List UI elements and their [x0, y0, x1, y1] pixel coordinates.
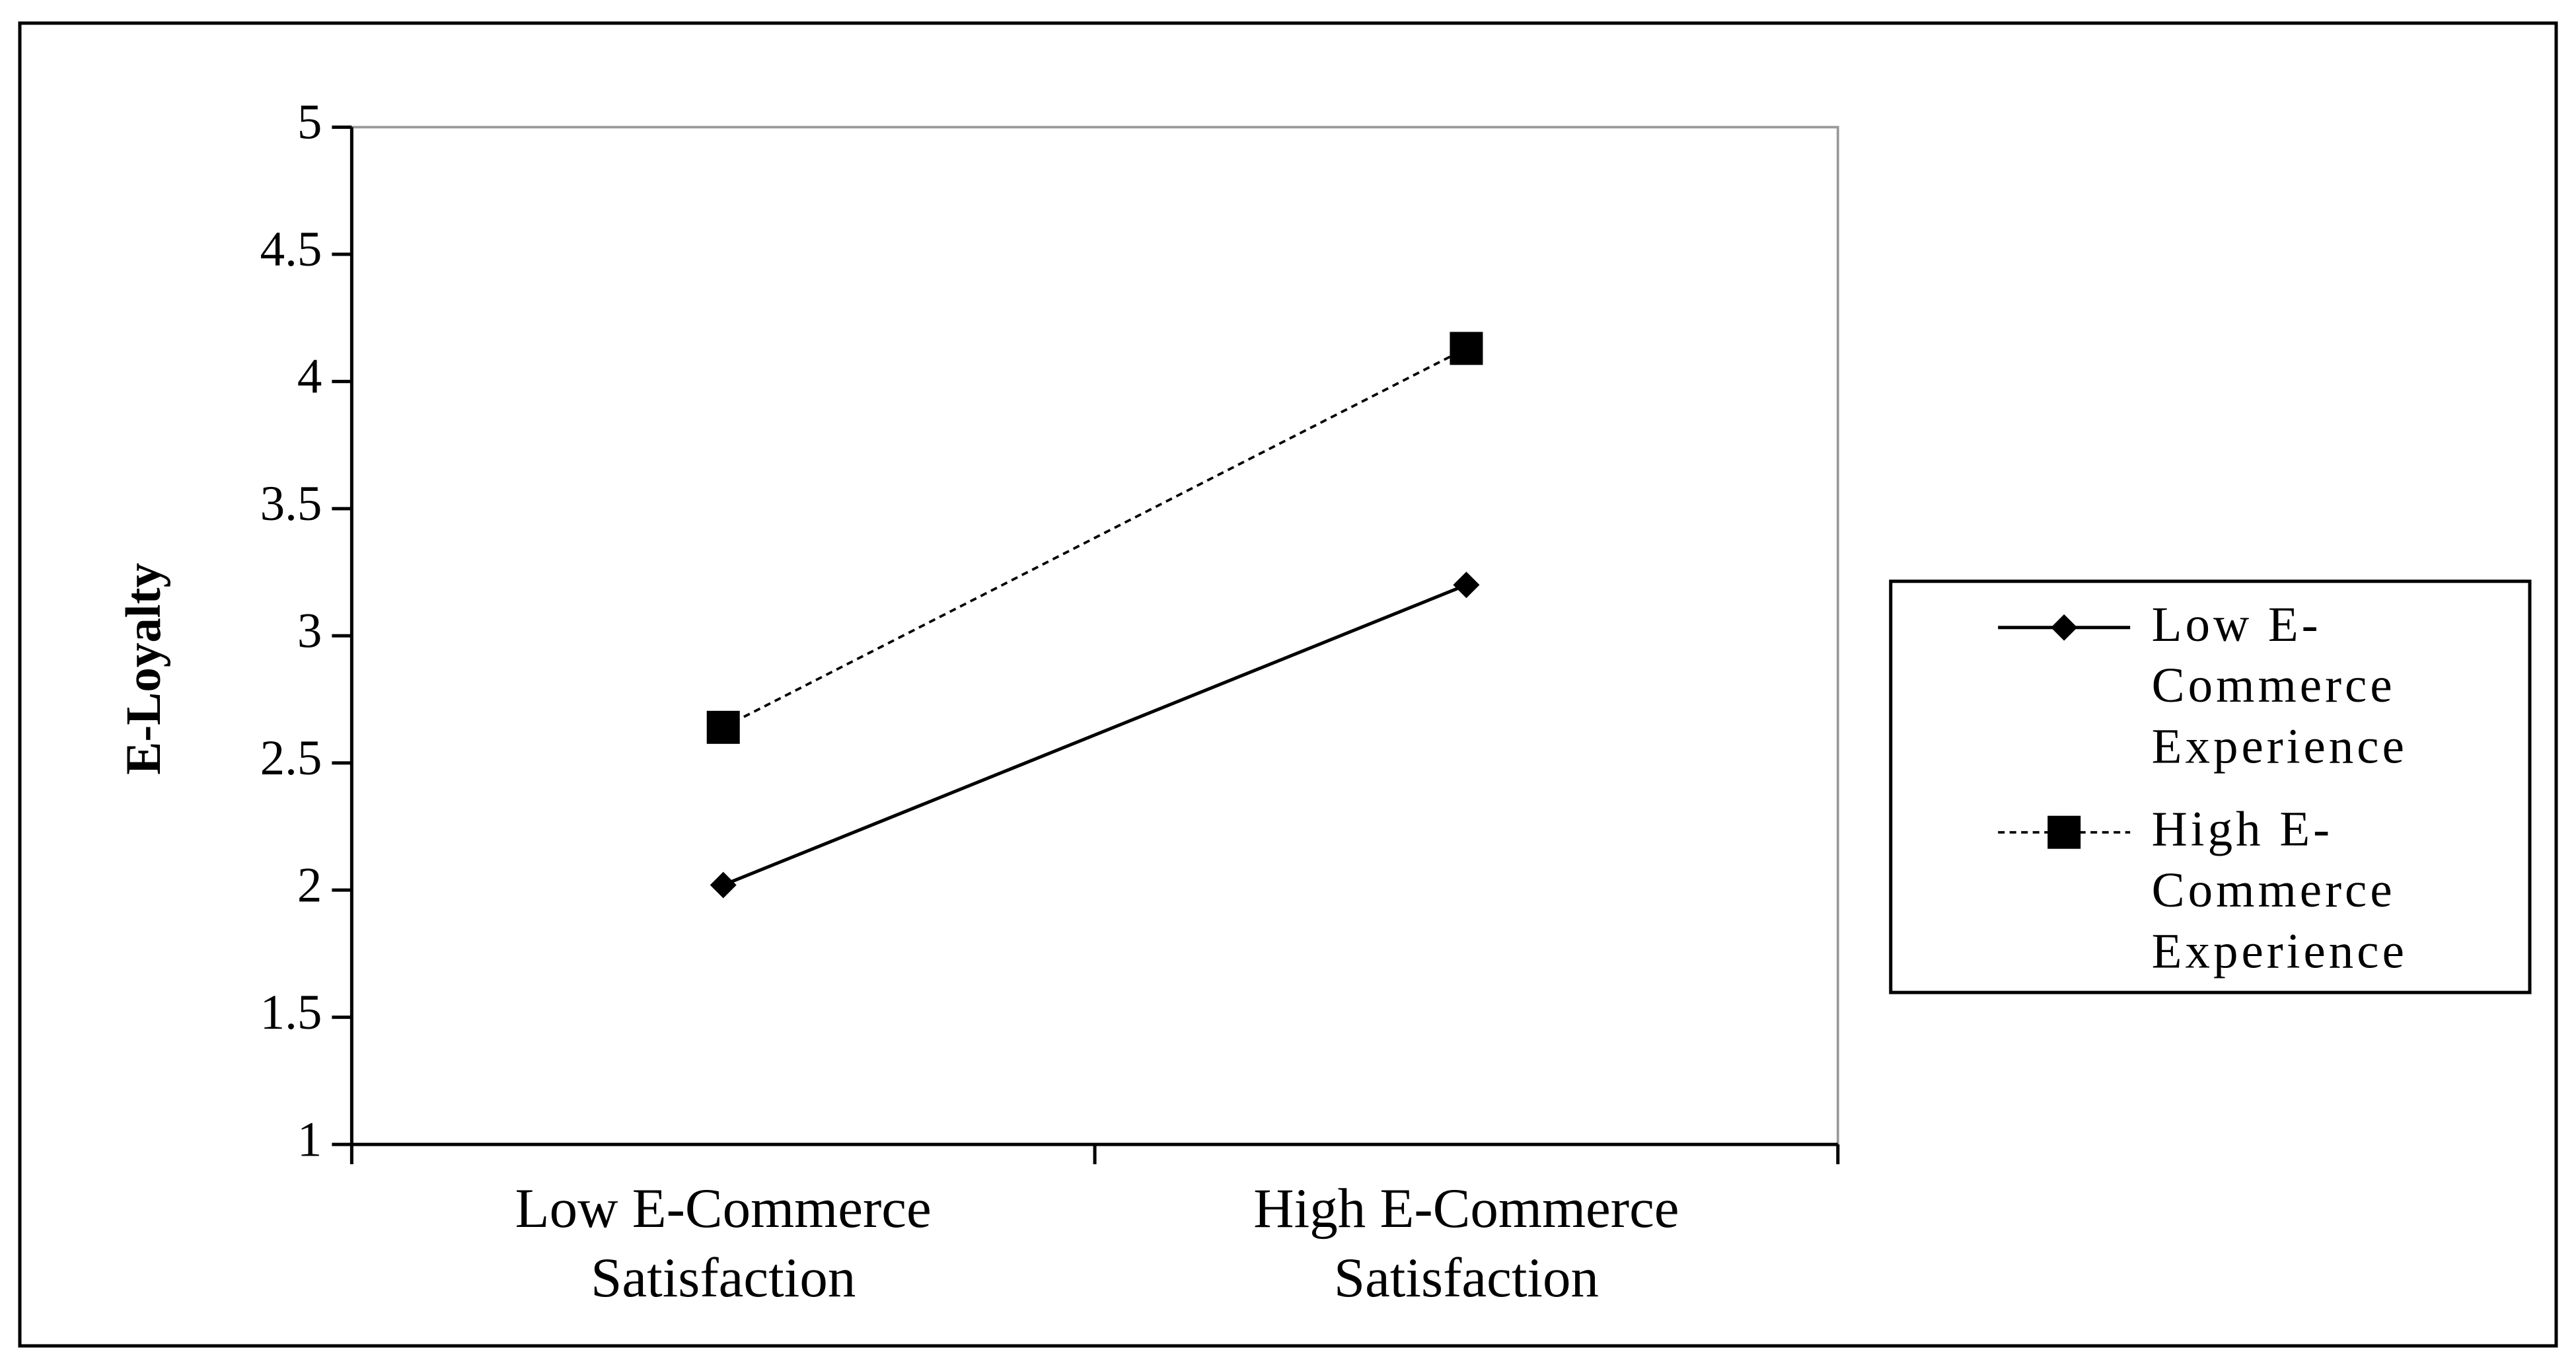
- legend-label-box: High E-Commerce Experience: [2151, 802, 2408, 980]
- legend-label: High E-Commerce Experience: [2151, 802, 2408, 980]
- y-tick-label: 1.5: [260, 985, 322, 1040]
- marker: [710, 871, 737, 899]
- marker: [706, 710, 740, 744]
- marker: [2051, 614, 2078, 641]
- y-tick-label: 2.5: [260, 731, 322, 786]
- legend: [1889, 579, 2532, 994]
- legend-label: Low E-Commerce Experience: [2151, 597, 2408, 775]
- legend-label-box: Low E-Commerce Experience: [2151, 597, 2408, 775]
- x-tick-label-box: High E-Commerce Satisfaction: [1253, 1179, 1679, 1310]
- y-axis-title: E-Loyalty: [116, 563, 171, 775]
- marker: [1453, 572, 1480, 599]
- series-line: [722, 583, 1467, 887]
- y-tick-label: 2: [297, 858, 322, 912]
- y-tick-label: 1: [297, 1112, 322, 1167]
- series-line: [722, 347, 1467, 729]
- chart-border: [18, 21, 2558, 1348]
- marker: [2047, 815, 2081, 849]
- x-tick-label: High E-Commerce Satisfaction: [1253, 1179, 1679, 1310]
- x-tick-label: Low E-Commerce Satisfaction: [515, 1179, 932, 1310]
- y-tick-label: 5: [297, 95, 322, 150]
- y-tick-label: 3: [297, 603, 322, 658]
- x-tick-label-box: Low E-Commerce Satisfaction: [515, 1179, 932, 1310]
- y-tick-label: 4: [297, 350, 322, 404]
- y-tick-label: 4.5: [260, 222, 322, 277]
- marker: [1450, 332, 1483, 365]
- y-tick-label: 3.5: [260, 476, 322, 531]
